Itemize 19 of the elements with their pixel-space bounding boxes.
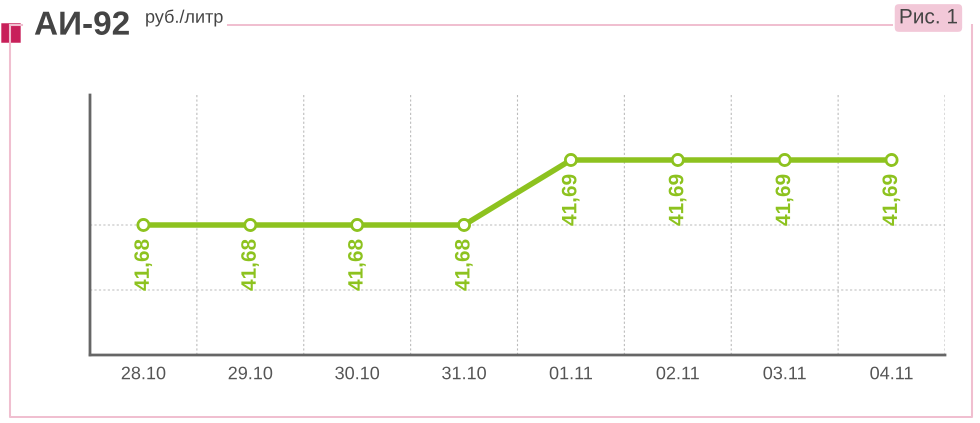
x-tick-label: 29.10: [228, 366, 272, 380]
data-label: 41,68: [241, 240, 259, 291]
x-tick-label: 02.11: [656, 366, 699, 380]
x-tick-label: 04.11: [870, 366, 913, 380]
chart-subtitle: руб./литр: [146, 10, 223, 26]
x-tick-label: 28.10: [122, 366, 166, 380]
text: Рис. 1: [900, 9, 957, 24]
x-tick-label: 03.11: [763, 366, 806, 380]
data-label: 41,69: [776, 174, 794, 226]
data-label: 41,68: [454, 240, 473, 291]
chart-title: АИ-92: [34, 11, 129, 35]
data-label: 41,68: [348, 240, 366, 291]
data-label: 41,68: [134, 240, 152, 291]
x-tick-label: 31.10: [442, 366, 486, 380]
x-tick-label: 01.11: [550, 366, 592, 380]
data-label: 41,69: [668, 174, 686, 226]
data-label: 41,69: [882, 174, 900, 226]
data-label: 41,69: [562, 174, 580, 226]
x-tick-label: 30.10: [335, 366, 380, 380]
